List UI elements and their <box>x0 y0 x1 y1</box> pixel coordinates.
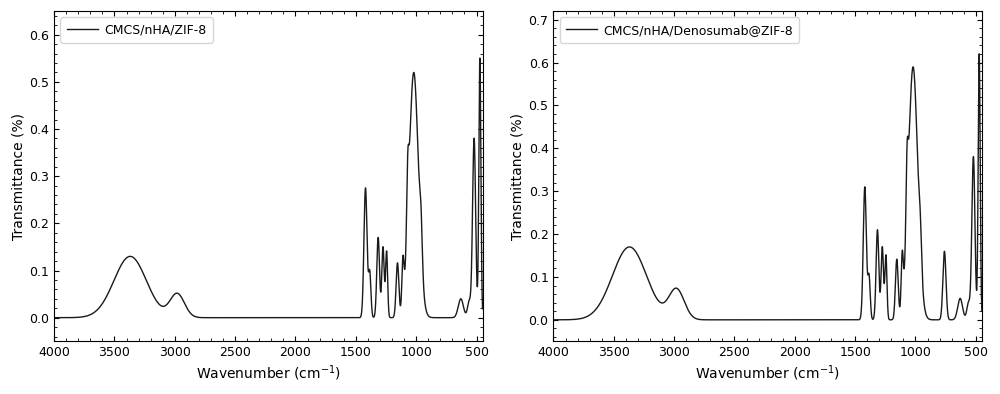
CMCS/nHA/Denosumab@ZIF-8 <box>826 318 838 322</box>
CMCS/nHA/ZIF-8 <box>305 315 317 320</box>
CMCS/nHA/ZIF-8 <box>212 315 224 320</box>
CMCS/nHA/ZIF-8 <box>474 56 486 61</box>
Line: CMCS/nHA/Denosumab@ZIF-8: CMCS/nHA/Denosumab@ZIF-8 <box>553 54 982 320</box>
X-axis label: Wavenumber (cm$^{-1}$): Wavenumber (cm$^{-1}$) <box>196 363 341 383</box>
CMCS/nHA/ZIF-8 <box>477 306 489 311</box>
CMCS/nHA/Denosumab@ZIF-8 <box>900 213 912 217</box>
CMCS/nHA/Denosumab@ZIF-8 <box>625 245 637 250</box>
Legend: CMCS/nHA/ZIF-8: CMCS/nHA/ZIF-8 <box>60 17 213 43</box>
CMCS/nHA/Denosumab@ZIF-8 <box>973 52 985 56</box>
CMCS/nHA/ZIF-8 <box>400 216 412 221</box>
Legend: CMCS/nHA/Denosumab@ZIF-8: CMCS/nHA/Denosumab@ZIF-8 <box>560 17 799 43</box>
Line: CMCS/nHA/ZIF-8: CMCS/nHA/ZIF-8 <box>54 58 483 318</box>
CMCS/nHA/Denosumab@ZIF-8 <box>976 308 988 313</box>
Y-axis label: Transmittance (%): Transmittance (%) <box>510 113 524 240</box>
CMCS/nHA/Denosumab@ZIF-8 <box>547 318 559 322</box>
X-axis label: Wavenumber (cm$^{-1}$): Wavenumber (cm$^{-1}$) <box>695 363 840 383</box>
Y-axis label: Transmittance (%): Transmittance (%) <box>11 113 25 240</box>
CMCS/nHA/Denosumab@ZIF-8 <box>804 318 816 322</box>
CMCS/nHA/ZIF-8 <box>368 315 380 320</box>
CMCS/nHA/Denosumab@ZIF-8 <box>839 318 851 322</box>
CMCS/nHA/ZIF-8 <box>339 315 351 320</box>
CMCS/nHA/ZIF-8 <box>327 315 339 320</box>
CMCS/nHA/Denosumab@ZIF-8 <box>867 317 879 322</box>
CMCS/nHA/ZIF-8 <box>126 255 138 259</box>
CMCS/nHA/ZIF-8 <box>48 315 60 320</box>
CMCS/nHA/Denosumab@ZIF-8 <box>711 318 723 322</box>
